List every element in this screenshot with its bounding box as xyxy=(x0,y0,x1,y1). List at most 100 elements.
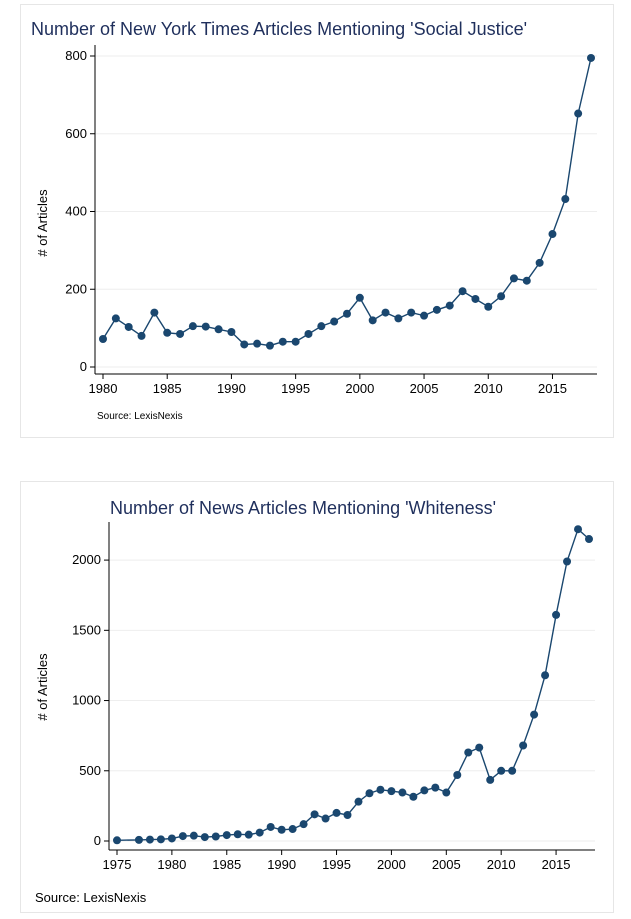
series-line xyxy=(102,57,592,347)
data-point xyxy=(150,308,159,317)
data-point xyxy=(278,337,287,346)
data-point xyxy=(420,786,429,795)
x-tick-label: 1980 xyxy=(157,857,186,872)
x-tick-label: 1980 xyxy=(89,381,118,396)
data-point xyxy=(233,830,242,839)
x-tick-label: 1990 xyxy=(217,381,246,396)
data-point xyxy=(288,825,297,834)
y-tick-label: 600 xyxy=(65,126,87,141)
x-tick-label: 2015 xyxy=(542,857,571,872)
data-point xyxy=(497,766,506,775)
y-axis-title: # of Articles xyxy=(35,189,50,257)
chart-title: Number of New York Times Articles Mentio… xyxy=(31,19,527,39)
data-point xyxy=(343,811,352,820)
data-point xyxy=(453,770,462,779)
data-point xyxy=(145,835,154,844)
data-point xyxy=(458,287,467,296)
source-note: Source: LexisNexis xyxy=(35,890,147,905)
data-point xyxy=(522,276,531,285)
data-point xyxy=(535,258,544,267)
data-point xyxy=(561,195,570,204)
x-tick-label: 2000 xyxy=(377,857,406,872)
data-point xyxy=(420,311,429,320)
data-point xyxy=(552,610,561,619)
data-point xyxy=(464,748,473,757)
data-point xyxy=(317,322,326,331)
x-tick-label: 1995 xyxy=(322,857,351,872)
y-tick-label: 0 xyxy=(94,833,101,848)
chart-social-justice: Number of New York Times Articles Mentio… xyxy=(31,19,597,422)
data-point xyxy=(304,329,313,338)
data-point xyxy=(497,292,506,301)
data-point xyxy=(240,340,249,349)
data-point xyxy=(394,314,403,323)
data-point xyxy=(255,828,264,837)
data-point xyxy=(519,741,528,750)
data-point xyxy=(163,328,172,337)
data-point xyxy=(291,337,300,346)
chart-title: Number of News Articles Mentioning 'Whit… xyxy=(110,498,496,518)
data-point xyxy=(156,835,165,844)
data-point xyxy=(484,302,493,311)
data-point xyxy=(387,787,396,796)
data-point xyxy=(134,835,143,844)
data-point xyxy=(442,788,451,797)
data-point xyxy=(176,329,185,338)
y-tick-label: 800 xyxy=(65,48,87,63)
x-tick-label: 2010 xyxy=(474,381,503,396)
data-point xyxy=(330,317,339,326)
data-point xyxy=(200,833,209,842)
data-point xyxy=(445,301,454,310)
data-point xyxy=(265,341,274,350)
y-axis-title: # of Articles xyxy=(35,653,50,721)
chart-whiteness: Number of News Articles Mentioning 'Whit… xyxy=(35,498,595,905)
data-point xyxy=(409,792,418,801)
data-point xyxy=(332,808,341,817)
data-point xyxy=(398,788,407,797)
data-point xyxy=(541,671,550,680)
x-tick-label: 1995 xyxy=(281,381,310,396)
data-point xyxy=(355,293,364,302)
x-tick-label: 1985 xyxy=(153,381,182,396)
data-point xyxy=(376,785,385,794)
data-point xyxy=(277,825,286,834)
data-point xyxy=(99,335,107,344)
data-point xyxy=(167,834,176,843)
data-point xyxy=(222,831,231,840)
data-point xyxy=(214,325,223,334)
data-point xyxy=(266,822,275,831)
x-tick-label: 2015 xyxy=(538,381,567,396)
data-point xyxy=(432,305,441,314)
data-point xyxy=(530,710,539,719)
y-tick-label: 500 xyxy=(79,763,101,778)
x-tick-label: 2000 xyxy=(345,381,374,396)
data-point xyxy=(227,328,236,337)
y-tick-label: 1000 xyxy=(72,693,101,708)
x-tick-label: 1975 xyxy=(103,857,132,872)
chart-panel-social-justice: Number of New York Times Articles Mentio… xyxy=(20,4,614,438)
x-tick-label: 2010 xyxy=(487,857,516,872)
y-tick-label: 0 xyxy=(80,359,87,374)
data-point xyxy=(343,309,351,318)
data-point xyxy=(368,316,377,325)
data-point xyxy=(113,836,121,845)
data-point xyxy=(574,109,583,118)
source-note: Source: LexisNexis xyxy=(97,411,183,422)
data-point xyxy=(178,832,187,841)
data-point xyxy=(253,339,262,348)
data-point xyxy=(124,322,133,331)
data-point xyxy=(563,557,572,566)
data-point xyxy=(188,322,197,331)
data-point xyxy=(486,775,495,784)
data-point xyxy=(431,783,440,792)
data-point xyxy=(471,294,480,303)
data-point xyxy=(365,789,374,798)
data-point xyxy=(548,230,557,239)
data-point xyxy=(381,308,390,317)
data-point xyxy=(574,525,583,534)
data-point xyxy=(244,830,253,839)
data-point xyxy=(299,820,308,829)
data-point xyxy=(509,274,518,283)
data-point xyxy=(137,331,146,340)
data-point xyxy=(587,53,595,62)
